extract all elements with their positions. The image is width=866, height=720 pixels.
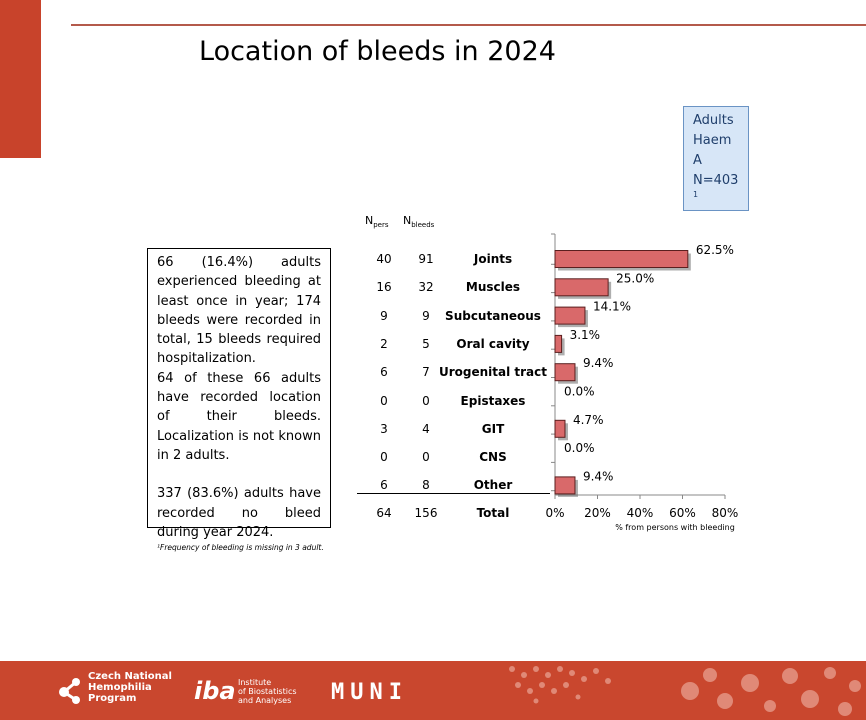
- nbleeds-cell: 0: [422, 393, 430, 408]
- bar: [554, 306, 586, 325]
- category-label: Epistaxes: [460, 393, 526, 408]
- nbleeds-cell: 4: [422, 421, 430, 436]
- nbleeds-cell: 5: [422, 336, 430, 351]
- summary-paragraph: 337 (83.6%) adults have recorded no blee…: [157, 486, 321, 540]
- nbleeds-cell: 8: [422, 478, 430, 493]
- category-label: Muscles: [465, 280, 521, 295]
- total-npers: 64: [376, 506, 392, 520]
- bar: [554, 476, 576, 495]
- total-nbleeds: 156: [414, 506, 438, 520]
- total-label: Total: [476, 506, 510, 520]
- page-title: Location of bleeds in 2024: [199, 36, 556, 67]
- accent-bar: [0, 0, 41, 158]
- npers-cell: 6: [380, 478, 388, 493]
- nbleeds-cell: 32: [418, 280, 434, 295]
- category-label: Urogenital tract: [438, 365, 548, 380]
- nbleeds-cell: 0: [422, 450, 430, 465]
- nbleeds-cell: 7: [422, 365, 430, 380]
- data-label: 3.1%: [570, 328, 601, 342]
- nbleeds-cell: 91: [418, 252, 434, 266]
- data-label: 9.4%: [583, 356, 614, 370]
- x-tick-label: 40%: [627, 506, 654, 520]
- summary-paragraph: 66 (16.4%) adults experienced bleeding a…: [157, 255, 321, 367]
- data-label: 14.1%: [593, 300, 631, 314]
- summary-paragraph: 64 of these 66 adults have recorded loca…: [157, 370, 321, 463]
- category-label: Other: [473, 478, 513, 493]
- npers-cell: 3: [380, 421, 388, 436]
- category-label: Oral cavity: [456, 336, 530, 351]
- data-label: 25.0%: [616, 271, 654, 285]
- category-label: GIT: [481, 421, 505, 436]
- info-line: Haem: [693, 133, 732, 148]
- population-info-box: Adults Haem A N=403 1: [683, 106, 749, 211]
- npers-cell: 0: [380, 450, 388, 465]
- category-label: Subcutaneous: [445, 308, 541, 323]
- bar: [554, 278, 609, 297]
- footnote: ¹Frequency of bleeding is missing in 3 a…: [157, 543, 324, 552]
- molecule-icon: [59, 678, 80, 704]
- bar: [554, 419, 566, 438]
- x-tick-label: 20%: [584, 506, 611, 520]
- summary-text-box: 66 (16.4%) adults experienced bleeding a…: [147, 248, 331, 540]
- x-axis-label: % from persons with bleeding: [615, 523, 735, 532]
- footer-band: [0, 661, 866, 720]
- x-tick-label: 60%: [669, 506, 696, 520]
- nbleeds-header: Nbleeds: [403, 214, 435, 230]
- nbleeds-cell: 9: [422, 308, 430, 323]
- npers-cell: 2: [380, 336, 388, 351]
- data-label: 9.4%: [583, 469, 614, 483]
- npers-cell: 40: [376, 252, 392, 266]
- category-label: CNS: [479, 450, 507, 465]
- npers-cell: 16: [376, 280, 392, 295]
- x-tick-label: 0%: [545, 506, 564, 520]
- npers-cell: 6: [380, 365, 388, 380]
- info-superscript: 1: [693, 190, 699, 199]
- bar: [554, 363, 576, 382]
- npers-cell: 0: [380, 393, 388, 408]
- muni-logo: MUNI: [331, 680, 408, 705]
- x-tick-label: 80%: [712, 506, 739, 520]
- table-divider: [357, 493, 550, 494]
- data-label: 62.5%: [696, 243, 734, 257]
- npers-header: Npers: [365, 214, 389, 230]
- bar: [554, 334, 563, 353]
- data-label: 0.0%: [564, 385, 595, 399]
- top-rule: [71, 24, 866, 26]
- data-label: 4.7%: [573, 413, 604, 427]
- data-label: 0.0%: [564, 441, 595, 455]
- iba-mark: iba: [194, 677, 236, 705]
- info-line: N=403: [693, 173, 739, 188]
- info-line: A: [693, 153, 702, 168]
- decorative-dots: [509, 666, 861, 716]
- category-label: Joints: [473, 252, 513, 266]
- npers-cell: 9: [380, 308, 388, 323]
- bar: [554, 250, 689, 268]
- info-line: Adults: [693, 113, 734, 128]
